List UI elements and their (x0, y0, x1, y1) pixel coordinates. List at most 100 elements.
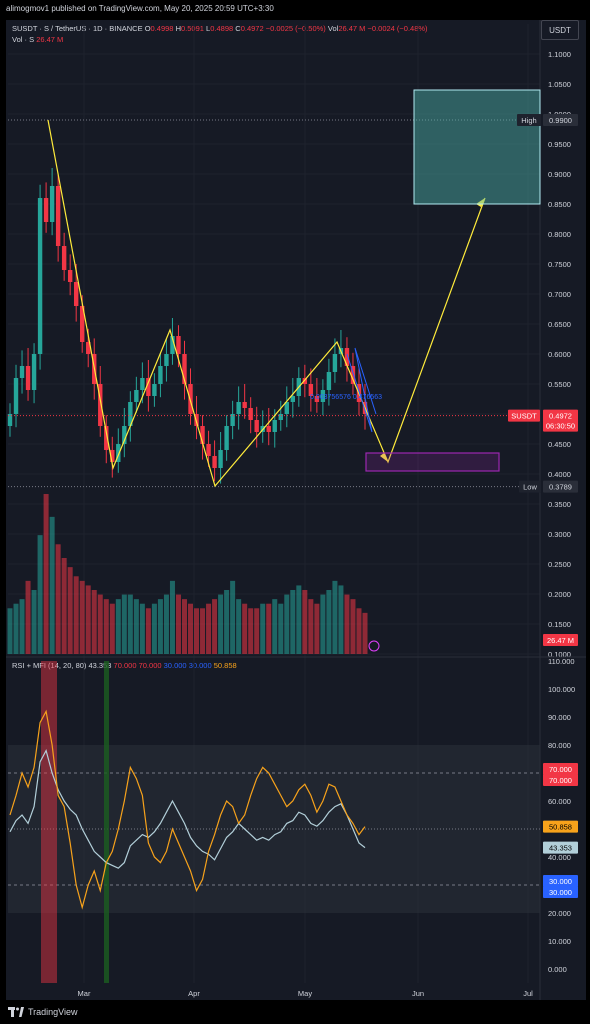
candle-body (19, 366, 25, 378)
rsi-legend-v2: 70.000 (113, 661, 137, 670)
rsi-legend-v3: 70.000 (138, 661, 162, 670)
candle-body (308, 384, 314, 396)
volume-bar (308, 599, 314, 654)
candle-body (25, 366, 31, 390)
volume-bar (175, 594, 181, 654)
volume-bar (260, 603, 266, 654)
candle-body (164, 354, 169, 366)
volume-bar (13, 603, 19, 654)
candle-body (128, 402, 133, 426)
countdown-tag-bg (543, 419, 578, 432)
time-tick-label: Mar (78, 989, 91, 998)
currency-button[interactable]: USDT (541, 20, 579, 40)
volume-bar (103, 599, 109, 654)
rsi-os-tag-2-bg (543, 886, 578, 898)
volume-bar (194, 608, 200, 654)
time-tick-label: May (298, 989, 312, 998)
low-price-tag: 0.3789 (549, 483, 572, 492)
countdown-tag: 06:30:50 (546, 422, 575, 431)
candle-body (80, 306, 85, 342)
volume-bar (7, 608, 13, 654)
candle-body (230, 414, 235, 426)
volume-legend-value: 26.47 M (36, 35, 64, 44)
rsi-legend-v4: 30.000 (163, 661, 187, 670)
volume-bar (181, 599, 187, 654)
symbol-price-tag-bg (508, 409, 540, 422)
close-value: 0.4972 (240, 24, 264, 33)
volume-bar (157, 599, 163, 654)
price-tick-label: 0.7500 (548, 260, 571, 269)
price-tick-label: 0.1000 (548, 650, 571, 659)
volume-bar (296, 585, 302, 654)
price-tick-label: 0.6000 (548, 350, 571, 359)
volume-bar (127, 594, 133, 654)
volume-value-tag: 26.47 M (547, 636, 574, 645)
rsi-legend-title: RSI + MFI (14, 20, 80) (12, 661, 87, 670)
oversold-highlight (104, 661, 109, 983)
candle-body (31, 354, 37, 390)
vol-change-value: −0.0024 (−0.48%) (367, 24, 428, 33)
volume-bar (37, 535, 43, 654)
low-value: 0.4898 (210, 24, 234, 33)
rsi-ob-tag-2: 70.000 (549, 776, 572, 785)
volume-bar (266, 603, 272, 654)
volume-bar (206, 603, 212, 654)
volume-bar (320, 594, 326, 654)
vol-label: Vol (327, 24, 339, 33)
rsi-os-tag-1-bg (543, 875, 578, 887)
candle-body (212, 456, 217, 468)
volume-legend[interactable]: Vol · S 26.47 M (12, 35, 63, 44)
candle-body (152, 384, 157, 396)
rsi-tick-label: 100.000 (548, 685, 575, 694)
candle-body (344, 348, 350, 366)
volume-bar (49, 516, 55, 654)
candle-body (110, 450, 115, 462)
candle-body (242, 402, 247, 408)
volume-bar (212, 599, 218, 654)
price-tick-label: 0.1500 (548, 620, 571, 629)
price-tick-label: 0.9000 (548, 170, 571, 179)
price-tick-label: 1.0500 (548, 80, 571, 89)
rsi-tick-label: 40.000 (548, 853, 571, 862)
candle-body (98, 384, 103, 426)
volume-bar (133, 599, 139, 654)
candle-body (284, 402, 289, 414)
tradingview-logo-icon (8, 1007, 24, 1017)
high-price-tag: 0.9900 (549, 116, 572, 125)
symbol-line: SUSDT · S / TetherUS · 1D · BINANCE (12, 24, 143, 33)
volume-bar (284, 594, 290, 654)
candle-body (176, 336, 181, 354)
low-price-tag-bg (543, 480, 578, 493)
volume-bar (278, 603, 284, 654)
tradingview-brand: TradingView (8, 1007, 78, 1017)
candle-body (218, 450, 223, 468)
volume-bar (242, 603, 248, 654)
candle-body (272, 420, 277, 432)
change-value: −0.0025 (−0.50%) (265, 24, 326, 33)
candle-body (67, 270, 73, 282)
rsi-tick-label: 90.000 (548, 713, 571, 722)
volume-bar (91, 590, 97, 654)
price-tick-label: 0.5500 (548, 380, 571, 389)
volume-bar (151, 603, 157, 654)
mfi-line (9, 709, 366, 910)
candle-body (116, 444, 121, 462)
candle-body (302, 378, 308, 384)
volume-bar (200, 608, 206, 654)
rsi-value-tag-bg (543, 841, 578, 854)
volume-bar (332, 580, 338, 654)
low-label-tag-bg (519, 480, 541, 493)
symbol-legend[interactable]: SUSDT · S / TetherUS · 1D · BINANCE O0.4… (12, 24, 428, 33)
volume-bar (254, 608, 260, 654)
volume-bar (248, 608, 254, 654)
mfi-value-tag-bg (543, 820, 578, 833)
rsi-legend[interactable]: RSI + MFI (14, 20, 80) 43.353 70.000 70.… (12, 661, 237, 670)
candle-body (350, 366, 356, 384)
price-tick-label: 0.3500 (548, 500, 571, 509)
volume-bar (302, 590, 308, 654)
wedge-channel (346, 347, 377, 433)
volume-bar (61, 558, 67, 654)
candle-body (7, 414, 13, 426)
